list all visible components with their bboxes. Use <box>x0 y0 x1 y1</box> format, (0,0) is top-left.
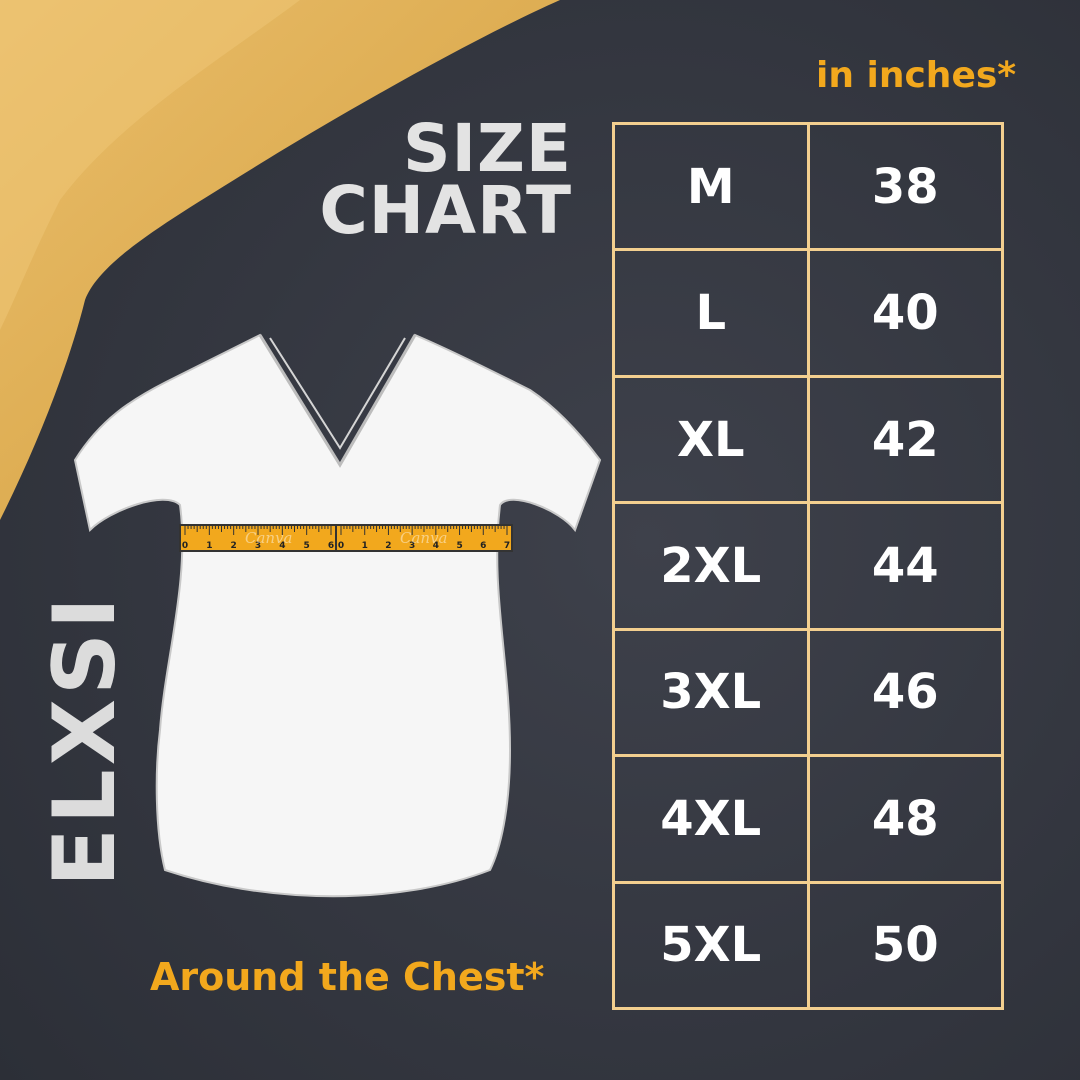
chest-value: 44 <box>806 501 1004 631</box>
size-label: XL <box>612 374 810 505</box>
tape-number: 5 <box>456 541 462 551</box>
page-title: SIZE CHART <box>319 110 572 249</box>
title-line-2: CHART <box>319 172 572 249</box>
size-row: XL 42 <box>612 374 1004 505</box>
chest-value: 42 <box>806 374 1004 505</box>
tape-number: 3 <box>255 541 261 551</box>
tape-number: 1 <box>206 541 212 551</box>
chest-value: 38 <box>806 121 1004 252</box>
measurement-caption: Around the Chest* <box>150 955 545 999</box>
tape-number: 0 <box>182 541 188 551</box>
unit-note: in inches* <box>816 55 1017 96</box>
tape-number: 2 <box>231 541 237 551</box>
size-label: 3XL <box>612 627 810 758</box>
size-label: 2XL <box>612 501 810 631</box>
tape-number: 6 <box>328 541 334 551</box>
size-row: L 40 <box>612 248 1004 378</box>
tape-number: 3 <box>409 541 415 551</box>
size-label: 5XL <box>612 880 810 1011</box>
size-row: 2XL 44 <box>612 501 1004 631</box>
chest-value: 40 <box>806 248 1004 378</box>
size-row: 5XL 50 <box>612 880 1004 1011</box>
size-row: 4XL 48 <box>612 754 1004 884</box>
tape-number: 2 <box>385 541 391 551</box>
tape-watermark: Canva <box>245 529 293 547</box>
tape-watermark-2: Canva <box>400 529 448 547</box>
tape-number: 5 <box>304 541 310 551</box>
size-table: M 38 L 40 XL 42 2XL 44 3XL 46 4XL 48 5XL 50 <box>612 121 1004 1011</box>
chest-value: 48 <box>806 754 1004 884</box>
size-label: M <box>612 121 810 252</box>
size-row: 3XL 46 <box>612 627 1004 758</box>
tape-number: 4 <box>279 541 285 551</box>
chest-value: 46 <box>806 627 1004 758</box>
tape-number: 0 <box>338 541 344 551</box>
tape-number: 1 <box>362 541 368 551</box>
size-row: M 38 <box>612 121 1004 252</box>
tape-number: 7 <box>504 541 510 551</box>
chest-value: 50 <box>806 880 1004 1011</box>
title-line-1: SIZE <box>402 110 572 187</box>
tape-number: 4 <box>433 541 439 551</box>
size-label: L <box>612 248 810 378</box>
size-label: 4XL <box>612 754 810 884</box>
tape-number: 6 <box>480 541 486 551</box>
